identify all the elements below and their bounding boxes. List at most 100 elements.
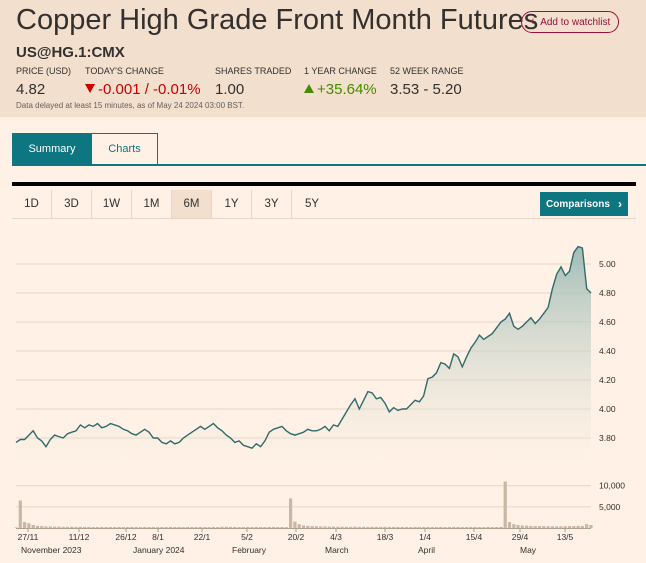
volume-bar — [422, 527, 426, 528]
period-1y[interactable]: 1Y — [212, 190, 252, 218]
volume-bar — [469, 526, 473, 528]
volume-bar — [14, 527, 18, 528]
volume-bar — [495, 527, 499, 528]
period-6m[interactable]: 6M — [172, 190, 212, 218]
volume-bar — [228, 526, 233, 528]
volume-bar — [250, 527, 254, 528]
price-line-layer — [15, 245, 592, 450]
volume-bar — [100, 526, 104, 528]
volume-bar — [370, 526, 374, 528]
volume-bar — [567, 526, 572, 528]
quote-header: Copper High Grade Front Month Futures + … — [0, 0, 646, 117]
year-change-row: +35.64% — [304, 81, 377, 98]
volume-bar — [460, 527, 464, 528]
price-area-layer — [16, 246, 591, 467]
volume-bar — [246, 526, 250, 528]
volume-bar — [181, 527, 185, 528]
month-label: April — [418, 545, 435, 555]
range-value: 3.53 - 5.20 — [390, 81, 462, 98]
volume-bar — [216, 527, 220, 528]
date-tick-label: 5/2 — [241, 532, 253, 542]
volume-bar — [576, 525, 580, 528]
volume-bar — [117, 526, 121, 528]
ticker-symbol: US@HG.1:CMX — [16, 44, 125, 61]
add-to-watchlist-button[interactable]: + Add to watchlist — [521, 11, 619, 33]
volume-bar — [65, 526, 70, 528]
volume-bar — [533, 526, 537, 528]
date-tick-label: 13/5 — [557, 532, 574, 542]
stat-shares-traded: SHARES TRADED 1.00 — [215, 66, 291, 98]
volume-bar — [104, 527, 108, 528]
period-1d[interactable]: 1D — [12, 190, 52, 218]
volume-bar — [203, 527, 207, 528]
period-3d[interactable]: 3D — [52, 190, 92, 218]
volume-bar — [74, 526, 78, 528]
volume-bar — [284, 527, 288, 528]
period-3y[interactable]: 3Y — [252, 190, 292, 218]
volume-bar — [126, 527, 130, 528]
volume-bar — [44, 526, 48, 528]
price-chart[interactable]: 3.80 4.00 4.20 4.40 4.60 4.80 5.00 5,000 10,000… — [0, 220, 646, 563]
volume-bar — [589, 525, 593, 528]
price-label: PRICE (USD) — [16, 66, 72, 76]
volume-bar — [271, 526, 276, 528]
volume-bar — [327, 526, 331, 528]
month-axis: November 2023 January 2024 February March Ap… — [21, 545, 537, 555]
price-tick-label: 3.80 — [599, 433, 616, 443]
volume-bar — [147, 527, 151, 528]
year-change-value: +35.64% — [317, 81, 377, 98]
period-divider — [12, 218, 636, 219]
volume-bar — [439, 526, 443, 528]
volume-bar — [572, 526, 576, 528]
volume-bar — [220, 526, 224, 528]
date-tick-label: 15/4 — [466, 532, 483, 542]
add-to-watchlist-label: Add to watchlist — [540, 16, 611, 28]
tab-charts[interactable]: Charts — [92, 133, 158, 165]
volume-bar — [362, 526, 366, 528]
volume-bar — [559, 526, 563, 528]
volume-bar — [31, 525, 35, 528]
volume-bar — [186, 527, 190, 528]
volume-bar — [53, 526, 57, 528]
date-tick-label: 18/3 — [377, 532, 394, 542]
month-label: March — [325, 545, 349, 555]
volume-bar — [396, 526, 400, 528]
volume-bar — [323, 526, 327, 528]
comparisons-button[interactable]: Comparisons › — [540, 192, 628, 216]
date-tick-label: 27/11 — [18, 532, 39, 542]
price-tick-label: 4.40 — [599, 346, 616, 356]
volume-bar — [344, 526, 348, 528]
chevron-right-icon: › — [617, 197, 622, 211]
volume-bar — [173, 527, 177, 528]
period-5y[interactable]: 5Y — [304, 198, 320, 210]
date-tick-label: 29/4 — [512, 532, 529, 542]
volume-bar — [27, 523, 31, 528]
volume-bar — [503, 481, 507, 528]
volume-bar — [482, 527, 486, 528]
volume-bar — [306, 525, 310, 528]
volume-bar — [301, 525, 306, 528]
price-value: 4.82 — [16, 81, 46, 98]
price-axis: 3.80 4.00 4.20 4.40 4.60 4.80 5.00 — [599, 259, 616, 443]
tab-underline — [12, 164, 646, 166]
volume-bar — [366, 526, 370, 528]
stat-todays-change: TODAY'S CHANGE -0.001 / -0.01% — [85, 66, 201, 98]
volume-bar — [91, 527, 95, 528]
price-tick-label: 4.80 — [599, 288, 616, 298]
volume-axis: 5,000 10,000 — [599, 481, 625, 512]
volume-bar — [542, 526, 546, 528]
volume-bar — [452, 526, 456, 528]
volume-bar — [529, 525, 533, 528]
volume-bar — [177, 527, 181, 528]
arrow-down-icon — [85, 84, 95, 93]
month-label: January 2024 — [133, 545, 185, 555]
volume-bar — [138, 527, 142, 528]
period-1m[interactable]: 1M — [132, 190, 172, 218]
shares-traded-value: 1.00 — [215, 81, 245, 98]
volume-bar — [465, 527, 469, 528]
volume-bar — [151, 527, 155, 528]
tab-summary[interactable]: Summary — [12, 133, 92, 165]
year-change-label: 1 YEAR CHANGE — [304, 66, 377, 76]
period-1w[interactable]: 1W — [92, 190, 132, 218]
volume-bar — [477, 527, 481, 528]
